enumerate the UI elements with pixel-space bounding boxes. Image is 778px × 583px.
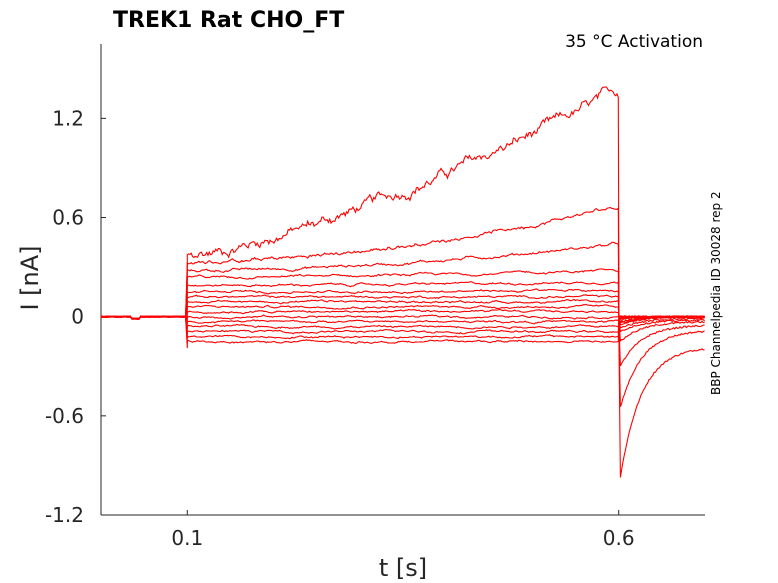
y-tick-label: 0.6: [52, 206, 84, 230]
condition-annotation: 35 °C Activation: [565, 32, 703, 52]
current-trace: [100, 294, 705, 326]
y-tick-label: -1.2: [45, 503, 84, 527]
current-trace: [100, 206, 705, 407]
y-tick-label: -0.6: [45, 404, 84, 428]
y-axis-label: I [nA]: [16, 245, 44, 310]
x-tick-label: 0.6: [603, 526, 635, 550]
current-trace: [100, 315, 705, 334]
y-tick-label: 0: [71, 305, 84, 329]
chart-title: TREK1 Rat CHO_FT: [113, 8, 344, 33]
current-trace: [100, 299, 705, 325]
current-trace: [100, 241, 705, 367]
current-trace: [100, 314, 705, 324]
current-trace: [100, 288, 705, 329]
traces: [100, 86, 705, 478]
axes: -1.2 -0.6 0 0.6 1.2 0.1 0.6: [45, 44, 705, 550]
x-tick-label: 0.1: [171, 526, 203, 550]
current-trace: [100, 315, 705, 329]
source-label: BBP Channelpedia ID 30028 rep 2: [709, 191, 723, 395]
y-tick-label: 1.2: [52, 106, 84, 130]
current-trace: [100, 268, 705, 343]
current-trace: [100, 281, 705, 333]
current-trace: [100, 308, 705, 321]
current-trace: [100, 315, 705, 339]
current-trace: [100, 303, 705, 324]
x-axis-label: t [s]: [379, 554, 427, 582]
current-trace: [100, 315, 705, 349]
current-trace: [100, 86, 705, 478]
current-trace: [100, 315, 705, 344]
